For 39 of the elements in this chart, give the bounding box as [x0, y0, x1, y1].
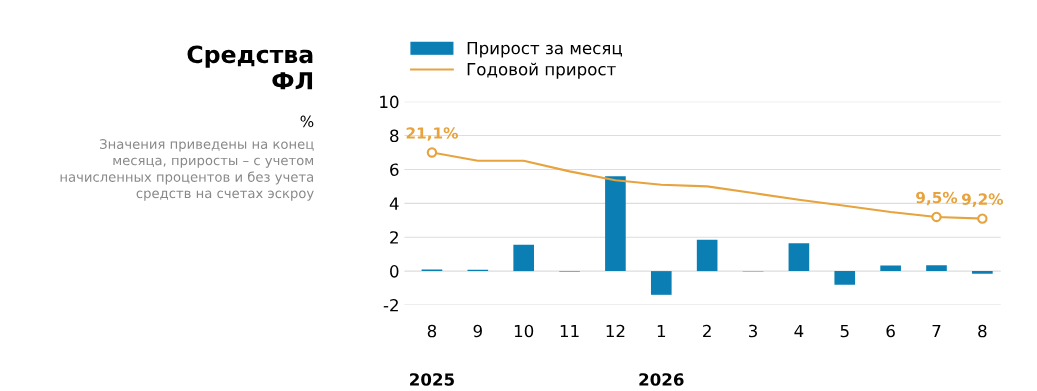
bar — [605, 176, 626, 272]
y-tick-label: 8 — [390, 129, 399, 143]
y-tick-label: 4 — [389, 197, 399, 210]
text: Значения приведены на конец месяца, приросты – с учетом начисленных процентов и без учета средств на счетах эскроу — [60, 139, 314, 201]
y-tick-label: 10 — [380, 95, 399, 109]
x-tick-label: 10 — [514, 324, 534, 338]
legend-label: Прирост за месяц — [467, 41, 622, 58]
x-tick-label: 8 — [427, 324, 437, 338]
text: 2026 — [639, 373, 684, 386]
bar — [972, 271, 993, 274]
x-tick-label: 9 — [473, 324, 482, 338]
bar — [788, 243, 810, 272]
bar — [513, 244, 535, 272]
x-tick-label: 2 — [703, 324, 711, 338]
bar — [926, 265, 947, 272]
text: 2025 — [410, 373, 454, 386]
chart-title: Средства ФЛ — [187, 45, 313, 90]
x-tick-label: 7 — [932, 324, 941, 338]
x-tick-label: 1 — [657, 324, 666, 338]
x-tick-label: 5 — [840, 324, 849, 338]
x-tick-label: 8 — [978, 324, 987, 338]
bar — [650, 271, 672, 295]
data-label: 9,2% — [961, 193, 1004, 207]
y-tick-label: 2 — [390, 231, 398, 244]
data-label: 21,1% — [406, 127, 458, 141]
x-tick-label: 11 — [560, 324, 579, 338]
text: % — [300, 115, 314, 128]
x-tick-label: 4 — [794, 324, 804, 338]
x-tick-label: 3 — [748, 324, 757, 338]
data-label: 9,5% — [916, 191, 958, 206]
bar — [880, 265, 901, 272]
x-tick-label: 12 — [606, 324, 625, 338]
y-tick-label: 0 — [390, 265, 399, 278]
legend-label: Годовой прирост — [467, 62, 616, 79]
y-tick-label: -2 — [383, 298, 398, 312]
bar — [696, 239, 718, 272]
y-tick-label: 6 — [390, 163, 399, 176]
bar — [834, 271, 856, 285]
x-tick-label: 6 — [886, 324, 895, 338]
